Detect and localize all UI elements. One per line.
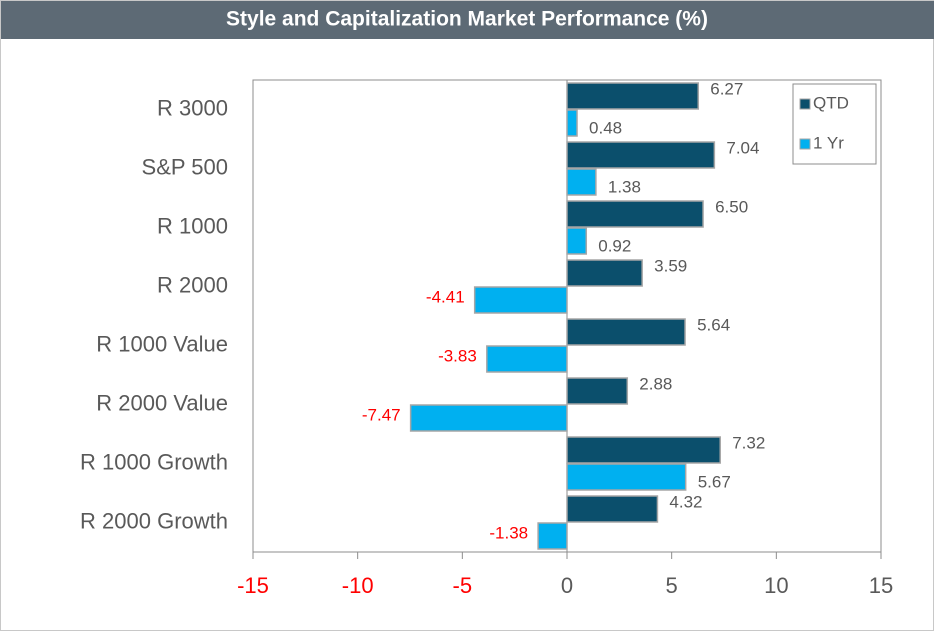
bar [566, 463, 687, 491]
bar [566, 259, 643, 287]
value-label: 7.32 [732, 433, 765, 452]
y-tick-label: S&P 500 [142, 154, 228, 179]
value-label: 6.27 [710, 79, 743, 98]
value-label: 2.88 [639, 374, 672, 393]
y-tick-label: R 1000 Growth [80, 449, 228, 474]
y-tick-label: R 2000 [157, 272, 228, 297]
y-tick-label: R 2000 Value [96, 390, 228, 415]
bar [566, 82, 700, 110]
bar [566, 495, 659, 523]
x-tick-label: 0 [561, 573, 573, 598]
value-label: -1.38 [489, 523, 528, 542]
title-bar [1, 1, 934, 39]
x-tick-label: 5 [666, 573, 678, 598]
x-tick-label: -5 [453, 573, 473, 598]
value-label: 5.67 [698, 472, 731, 491]
bar [566, 318, 686, 346]
value-label: 7.04 [726, 138, 759, 157]
bar [473, 286, 568, 314]
bar [566, 377, 629, 405]
value-label: -3.83 [438, 346, 477, 365]
bar [409, 404, 568, 432]
value-label: -7.47 [362, 405, 401, 424]
value-label: 5.64 [697, 315, 730, 334]
y-tick-label: R 2000 Growth [80, 508, 228, 533]
bar [537, 522, 568, 550]
value-label: 1.38 [608, 177, 641, 196]
chart-title: Style and Capitalization Market Performa… [226, 8, 708, 31]
x-tick-label: 15 [869, 573, 893, 598]
value-label: 0.92 [598, 236, 631, 255]
y-tick-label: R 1000 Value [96, 331, 228, 356]
value-label: 0.48 [589, 118, 622, 137]
bar [566, 227, 588, 255]
x-tick-label: 10 [764, 573, 788, 598]
value-label: 6.50 [715, 197, 748, 216]
bar [486, 345, 568, 373]
legend-label: QTD [813, 93, 849, 112]
legend-box [792, 83, 877, 165]
x-tick-label: -10 [342, 573, 374, 598]
y-tick-label: R 1000 [157, 213, 228, 238]
bar [566, 200, 704, 228]
value-label: -4.41 [426, 287, 465, 306]
legend-swatch [799, 138, 811, 150]
bar [566, 109, 578, 137]
y-tick-label: R 3000 [157, 95, 228, 120]
value-label: 3.59 [654, 256, 687, 275]
legend-label: 1 Yr [813, 133, 844, 152]
value-label: 4.32 [669, 492, 702, 511]
bar [566, 168, 597, 196]
bar [566, 436, 721, 464]
legend-swatch [799, 98, 811, 110]
bar [566, 141, 716, 169]
x-tick-label: -15 [237, 573, 269, 598]
